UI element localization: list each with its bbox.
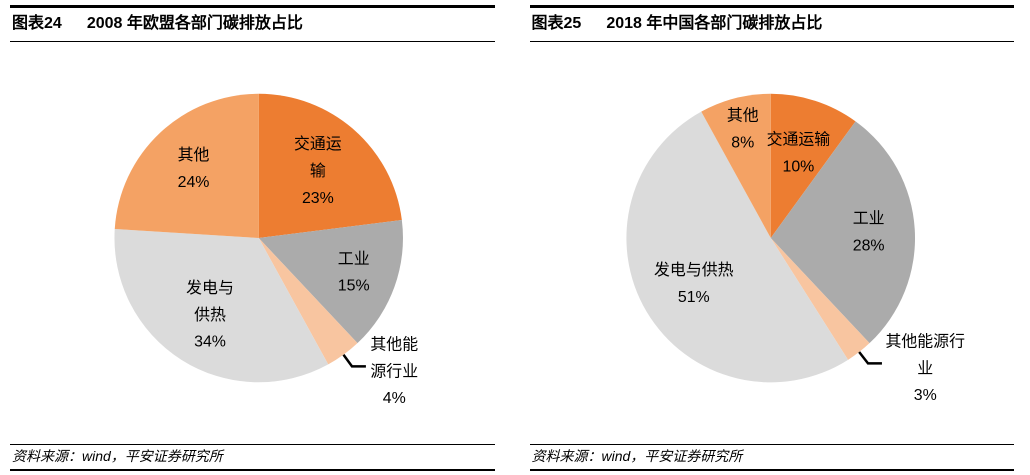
pie-slice-其他 — [700, 93, 771, 239]
leader-line-其他能源行业 — [342, 354, 366, 368]
chart-area-eu: 交通运输 23% 工业 15% 其他能源行业 4% 发电与供热 34% 其他 24% — [10, 42, 495, 444]
source-note-china: 资料来源：wind，平安证券研究所 — [529, 444, 1014, 471]
pie-slice-交通运输 — [258, 93, 402, 239]
pie-slice-其他能源行业 — [258, 238, 358, 365]
pie-label-其他能源行业: 其他能源行业 4% — [370, 335, 418, 407]
pie-slice-发电与供热 — [625, 111, 848, 383]
figure-tag: 图表24 — [12, 15, 62, 32]
pie-label-工业: 工业 28% — [852, 209, 884, 254]
panel-title-china: 图表25 2018 年中国各部门碳排放占比 — [529, 8, 1014, 42]
source-text: 资料来源：wind，平安证券研究所 — [531, 448, 743, 464]
pie-label-工业: 工业 15% — [338, 249, 370, 294]
pie-label-发电与供热: 发电与供热 34% — [186, 278, 234, 350]
pie-slice-其他 — [114, 93, 259, 239]
pie-slice-交通运输 — [770, 93, 856, 239]
pie-label-交通运输: 交通运输 23% — [294, 135, 342, 207]
pie-slice-工业 — [770, 121, 915, 344]
source-text: 资料来源：wind，平安证券研究所 — [12, 448, 223, 464]
pie-label-其他能源行业: 其他能源行业 3% — [885, 332, 965, 404]
pie-slice-工业 — [258, 219, 403, 344]
figure-title: 2018 年中国各部门碳排放占比 — [606, 15, 823, 32]
pie-label-发电与供热: 发电与供热 51% — [654, 261, 734, 306]
panel-title-eu: 图表24 2008 年欧盟各部门碳排放占比 — [10, 8, 495, 42]
leader-line-其他能源行业 — [857, 351, 882, 365]
pie-label-交通运输: 交通运输 10% — [766, 130, 830, 175]
pie-slice-其他能源行业 — [770, 238, 870, 360]
pie-label-其他: 其他 24% — [178, 146, 210, 191]
pie-label-其他: 其他 8% — [726, 106, 758, 151]
pie-chart-china: 交通运输 10% 工业 28% 其他能源行业 3% 发电与供热 51% 其他 8% — [625, 93, 965, 404]
source-note-eu: 资料来源：wind，平安证券研究所 — [10, 444, 495, 471]
figure-title: 2008 年欧盟各部门碳排放占比 — [86, 15, 303, 32]
figure-tag: 图表25 — [531, 15, 582, 32]
pie-slice-发电与供热 — [114, 228, 329, 383]
pie-chart-eu: 交通运输 23% 工业 15% 其他能源行业 4% 发电与供热 34% 其他 24% — [114, 93, 418, 407]
chart-panel-china: 图表25 2018 年中国各部门碳排放占比 交通运输 10% 工业 28% 其他能源行业… — [529, 5, 1015, 471]
chart-panel-eu: 图表24 2008 年欧盟各部门碳排放占比 交通运输 23% 工业 15% 其他能源行业… — [10, 5, 495, 471]
chart-area-china: 交通运输 10% 工业 28% 其他能源行业 3% 发电与供热 51% 其他 8% — [530, 42, 1015, 444]
